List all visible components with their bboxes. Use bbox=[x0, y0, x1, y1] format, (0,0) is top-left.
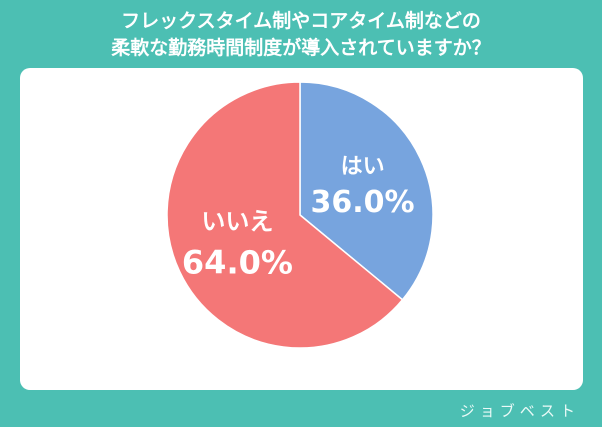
pie-slice bbox=[166, 81, 404, 349]
brand: ジョブベスト bbox=[459, 402, 580, 420]
slice-value-label: 64.0% bbox=[182, 243, 293, 281]
slice-category-label: いいえ bbox=[201, 207, 273, 235]
slice-value-label: 36.0% bbox=[311, 185, 415, 220]
chart-title: フレックスタイム制やコアタイム制などの 柔軟な勤務時間制度が導入されていますか？ bbox=[111, 10, 491, 59]
pie-slice bbox=[299, 81, 434, 301]
slice-category-label: はい bbox=[341, 155, 385, 180]
